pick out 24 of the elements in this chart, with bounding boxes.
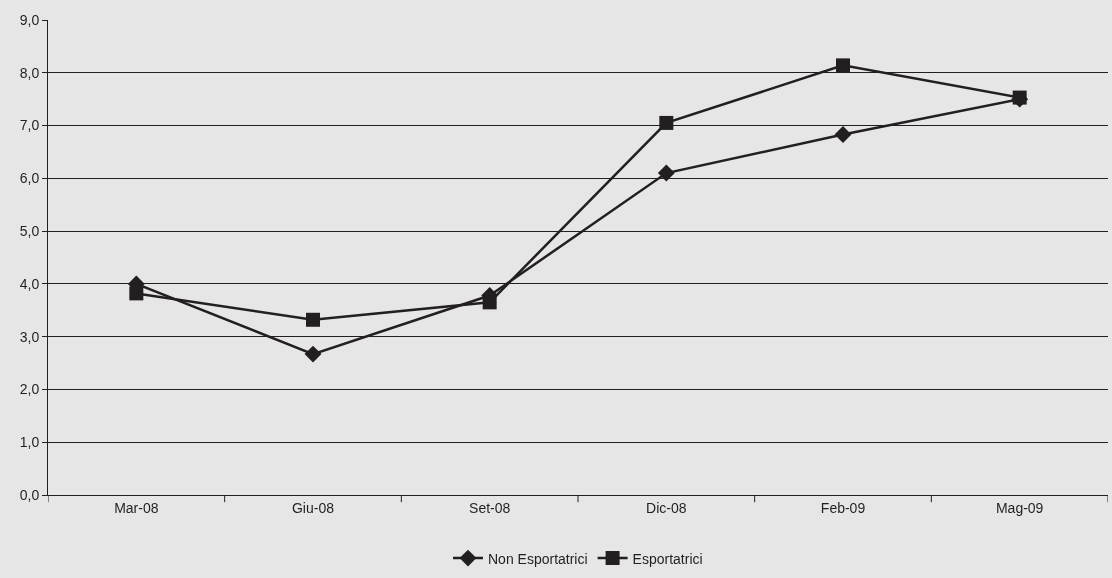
y-tick-label: 8,0 (19, 64, 40, 81)
y-tick-label: 3,0 (19, 328, 40, 345)
point (657, 164, 675, 182)
y-tick-label: 4,0 (19, 275, 40, 292)
y-tick-label: 7,0 (19, 117, 40, 134)
legend-label: Non Esportatrici (488, 550, 588, 567)
y-tick-label: 5,0 (19, 223, 40, 240)
point (834, 126, 852, 143)
point (659, 115, 674, 130)
y-tick-label: 0,0 (19, 486, 40, 503)
x-tick-label: Set-08 (469, 499, 511, 516)
y-tick-label: 9,0 (19, 11, 40, 28)
point (304, 345, 322, 363)
point (836, 58, 850, 73)
x-tick-label: Dic-08 (646, 499, 687, 516)
point (306, 312, 320, 327)
y-tick-label: 2,0 (19, 381, 40, 398)
legend-label: Esportatrici (632, 550, 703, 567)
x-tick-label: Mar-08 (114, 499, 159, 516)
y-tick-label: 1,0 (19, 434, 40, 451)
x-tick-label: Mag-09 (995, 499, 1044, 516)
x-tick-label: Giu-08 (291, 499, 335, 516)
y-tick-label: 6,0 (19, 170, 40, 187)
x-tick-label: Feb-09 (820, 499, 866, 516)
